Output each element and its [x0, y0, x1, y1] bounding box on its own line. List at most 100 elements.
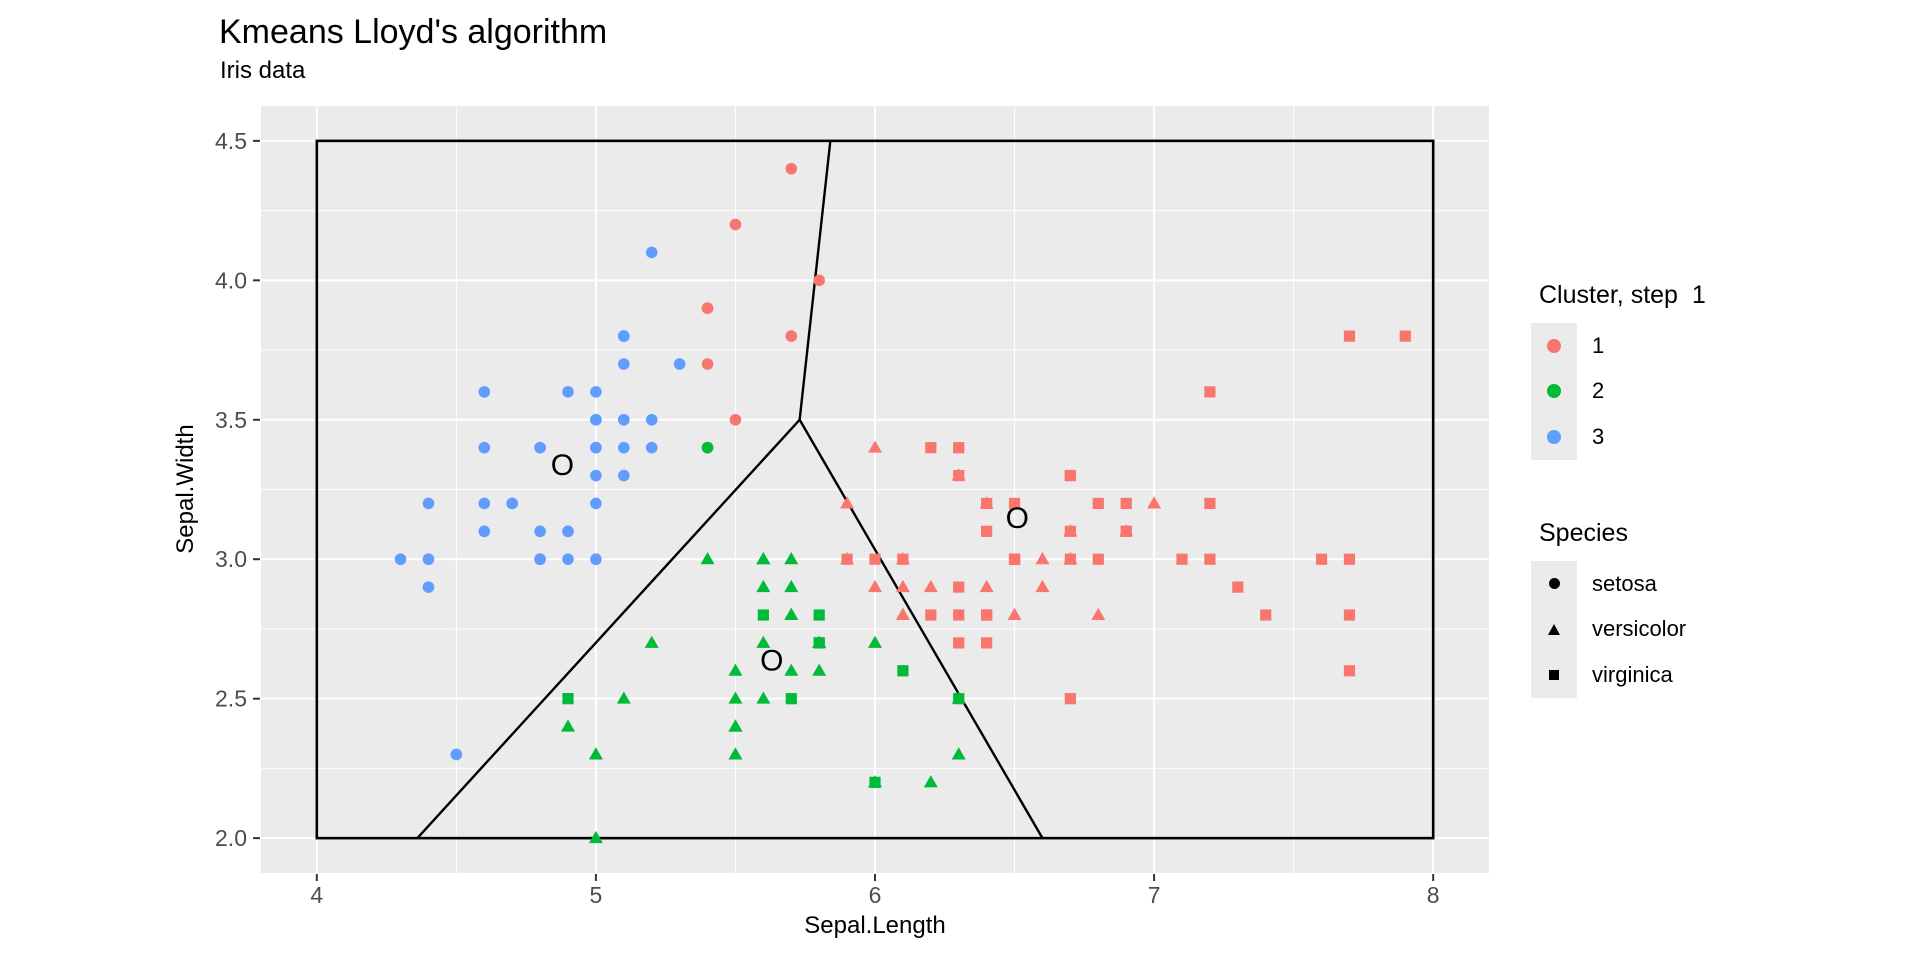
- data-point: [1120, 525, 1132, 537]
- data-point: [588, 830, 603, 844]
- data-point: [979, 579, 994, 593]
- data-point: [1092, 553, 1104, 565]
- data-point: [562, 525, 574, 538]
- chart-title: Kmeans Lloyd's algorithm: [219, 13, 608, 51]
- data-point: [981, 637, 993, 649]
- data-point: [700, 552, 715, 565]
- data-point: [1147, 496, 1162, 509]
- data-point: [1176, 553, 1188, 565]
- data-point: [981, 525, 993, 537]
- data-point: [645, 246, 658, 259]
- data-point: [588, 747, 603, 760]
- data-point: [784, 579, 799, 593]
- y-tick-label: 3.5: [215, 407, 247, 433]
- legend-key-cluster-2: [1531, 368, 1577, 415]
- legend-item-virginica: virginica: [1531, 652, 1686, 698]
- cluster-center-label: O: [760, 644, 783, 677]
- legend-key-cluster-1: [1531, 323, 1577, 369]
- legend-cluster: Cluster, step 1 1 2 3: [1531, 281, 1706, 460]
- x-axis-title: Sepal.Length: [804, 912, 946, 939]
- data-point: [561, 719, 575, 732]
- data-point: [1064, 693, 1076, 705]
- data-point: [812, 663, 827, 676]
- data-point: [897, 553, 909, 565]
- data-point: [506, 497, 518, 510]
- data-point: [618, 358, 630, 370]
- legend-label-cluster-3: 3: [1592, 423, 1605, 449]
- data-point: [840, 496, 855, 509]
- data-point: [701, 302, 714, 315]
- data-point: [813, 274, 825, 287]
- data-point: [1007, 607, 1022, 621]
- data-point: [645, 413, 658, 426]
- triangle-icon: [1548, 623, 1560, 635]
- data-point: [590, 553, 602, 566]
- legend-item-versicolor: versicolor: [1531, 606, 1686, 653]
- data-point: [478, 441, 491, 454]
- data-point: [923, 775, 938, 788]
- cluster-1-dot-icon: [1547, 338, 1561, 353]
- data-point: [981, 497, 993, 510]
- data-point: [813, 609, 825, 621]
- y-tick-label: 2.0: [215, 825, 247, 851]
- data-point: [590, 413, 602, 426]
- data-point: [1204, 553, 1216, 565]
- axis-ticks: [253, 139, 1435, 881]
- data-point: [590, 469, 602, 482]
- cluster-center-label: O: [551, 449, 574, 482]
- data-point: [618, 413, 630, 426]
- data-point: [618, 441, 630, 454]
- x-tick-label: 7: [1148, 882, 1161, 908]
- data-point: [895, 579, 910, 593]
- data-point: [953, 609, 965, 621]
- legend-key-setosa: [1531, 561, 1577, 607]
- data-point: [953, 693, 965, 705]
- cluster-2-dot-icon: [1547, 384, 1561, 399]
- data-point: [1204, 386, 1216, 398]
- data-point: [616, 691, 631, 704]
- data-point: [673, 358, 686, 370]
- data-point: [953, 442, 965, 454]
- data-point: [868, 579, 882, 593]
- data-point: [422, 553, 435, 566]
- data-point: [756, 552, 771, 565]
- data-point: [869, 553, 881, 565]
- data-point: [785, 693, 797, 705]
- data-point: [534, 441, 546, 454]
- data-point: [951, 747, 966, 760]
- data-point: [784, 663, 799, 676]
- legend-label-cluster-1: 1: [1592, 332, 1605, 358]
- legend-label-cluster-2: 2: [1592, 378, 1605, 404]
- data-point: [869, 776, 881, 788]
- data-point: [1315, 553, 1328, 565]
- data-point: [784, 552, 799, 565]
- data-point: [478, 525, 491, 538]
- data-point: [729, 413, 742, 426]
- data-point: [925, 609, 937, 621]
- data-point: [756, 691, 771, 704]
- data-point: [478, 497, 491, 510]
- data-point: [756, 579, 771, 593]
- legend-key-cluster-3: [1531, 414, 1577, 460]
- data-points: [394, 162, 1411, 844]
- data-point: [618, 469, 630, 482]
- x-tick-label: 5: [590, 882, 603, 908]
- data-point: [841, 553, 853, 565]
- y-tick-label: 3.0: [215, 546, 247, 572]
- data-point: [562, 693, 574, 705]
- data-point: [1343, 665, 1356, 677]
- data-point: [757, 609, 769, 621]
- data-point: [1008, 553, 1021, 565]
- data-point: [534, 553, 546, 566]
- data-point: [1035, 579, 1050, 593]
- data-point: [1343, 330, 1356, 342]
- data-point: [701, 441, 714, 454]
- data-point: [590, 441, 602, 454]
- data-point: [534, 525, 546, 538]
- data-point: [618, 330, 630, 342]
- data-point: [422, 581, 435, 593]
- y-tick-label: 2.5: [215, 686, 247, 712]
- data-point: [728, 747, 743, 760]
